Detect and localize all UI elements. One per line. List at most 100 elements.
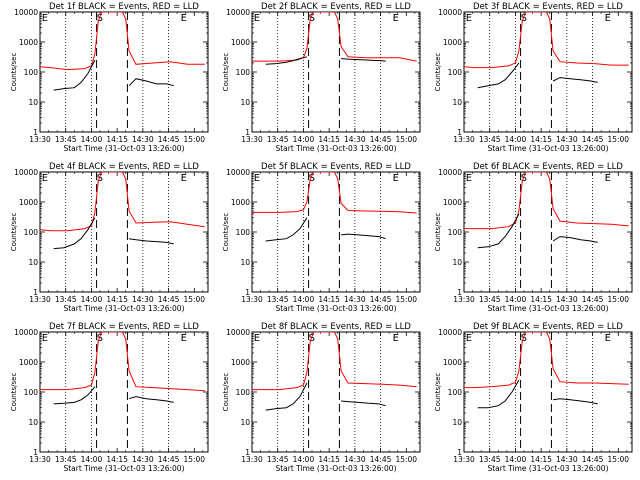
x-tick-label: 14:45	[158, 135, 180, 144]
x-tick-label: 14:00	[293, 135, 315, 144]
y-tick-label: 10	[240, 98, 250, 107]
y-tick-label: 10000	[14, 8, 38, 17]
x-tick-label: 14:15	[318, 455, 340, 464]
x-tick-label: 14:30	[344, 295, 366, 304]
y-tick-label: 1000	[231, 198, 250, 207]
y-tick-label: 1000	[19, 198, 38, 207]
y-tick-label: 100	[448, 68, 463, 77]
events-series-line	[265, 56, 308, 65]
x-tick-label: 14:45	[582, 295, 604, 304]
x-tick-label: 14:00	[505, 455, 527, 464]
events-series-line	[128, 396, 174, 403]
events-series-line	[341, 58, 386, 62]
lld-series-line	[40, 12, 205, 71]
y-axis-label: Counts/sec	[10, 373, 18, 412]
y-tick-label: 1000	[19, 358, 38, 367]
lld-series-line	[252, 172, 417, 214]
x-tick-label: 14:15	[106, 295, 128, 304]
x-tick-label: 13:30	[241, 135, 263, 144]
plot-frame	[251, 171, 421, 293]
lld-series-line	[252, 12, 417, 62]
y-tick-label: 1	[33, 448, 38, 457]
y-tick-label: 10000	[438, 168, 462, 177]
panel-title: Det 8f BLACK = Events, RED = LLD	[261, 322, 411, 332]
y-axis-label: Counts/sec	[434, 213, 442, 252]
y-tick-label: 10	[28, 418, 38, 427]
interval-marker-e: E	[466, 333, 472, 344]
x-tick-label: 14:00	[81, 455, 103, 464]
x-tick-label: 13:45	[479, 135, 501, 144]
y-tick-label: 10000	[14, 168, 38, 177]
panel-title: Det 5f BLACK = Events, RED = LLD	[261, 162, 411, 172]
y-tick-label: 1000	[19, 38, 38, 47]
x-tick-label: 15:00	[395, 135, 417, 144]
y-tick-label: 100	[236, 68, 251, 77]
y-tick-label: 10000	[226, 328, 250, 337]
x-tick-label: 13:30	[29, 295, 51, 304]
y-tick-label: 1	[457, 128, 462, 137]
x-tick-label: 14:15	[106, 455, 128, 464]
x-tick-label: 13:30	[29, 135, 51, 144]
x-tick-label: 13:45	[267, 295, 289, 304]
y-tick-label: 1000	[231, 38, 250, 47]
x-tick-label: 15:00	[607, 455, 629, 464]
plot-frame	[39, 11, 209, 133]
y-tick-label: 1000	[231, 358, 250, 367]
events-series-line	[53, 59, 96, 91]
y-axis-label: Counts/sec	[10, 213, 18, 252]
y-axis-label: Counts/sec	[434, 53, 442, 92]
x-tick-label: 14:45	[158, 455, 180, 464]
panel-5: Det 5f BLACK = Events, RED = LLD 1 10 100 10…	[222, 162, 421, 313]
y-tick-label: 10000	[226, 168, 250, 177]
x-axis-label: Start Time (31-Oct-03 13:26:00)	[275, 304, 396, 313]
x-tick-label: 14:15	[530, 135, 552, 144]
y-tick-label: 10	[240, 418, 250, 427]
x-tick-label: 14:45	[582, 135, 604, 144]
events-series-line	[129, 238, 174, 245]
panel-2: Det 2f BLACK = Events, RED = LLD 1 10 100 10…	[222, 2, 421, 153]
events-series-line	[53, 217, 96, 250]
plot-frame	[251, 11, 421, 133]
y-axis-label: Counts/sec	[10, 53, 18, 92]
plot-frame	[463, 11, 633, 133]
y-tick-label: 100	[236, 228, 251, 237]
interval-marker-e: E	[42, 173, 48, 184]
panel-9: Det 9f BLACK = Events, RED = LLD 1 10 100 10…	[434, 322, 633, 473]
y-axis-label: Counts/sec	[222, 373, 230, 412]
y-tick-label: 1000	[443, 38, 462, 47]
x-tick-label: 13:30	[241, 295, 263, 304]
x-tick-label: 15:00	[183, 135, 205, 144]
interval-marker-e: E	[254, 13, 260, 24]
y-tick-label: 1000	[443, 198, 462, 207]
x-tick-label: 13:30	[241, 455, 263, 464]
y-tick-label: 10	[28, 98, 38, 107]
panel-title: Det 2f BLACK = Events, RED = LLD	[261, 2, 411, 12]
x-axis-label: Start Time (31-Oct-03 13:26:00)	[63, 304, 184, 313]
y-tick-label: 10000	[14, 328, 38, 337]
events-series-line	[552, 236, 598, 243]
x-axis-label: Start Time (31-Oct-03 13:26:00)	[487, 144, 608, 153]
x-tick-label: 14:45	[158, 295, 180, 304]
x-tick-label: 15:00	[183, 295, 205, 304]
x-tick-label: 14:30	[556, 455, 578, 464]
lld-series-line	[40, 332, 205, 392]
y-tick-label: 100	[236, 388, 251, 397]
x-tick-label: 15:00	[395, 455, 417, 464]
events-series-line	[341, 400, 386, 407]
x-tick-label: 14:30	[344, 135, 366, 144]
y-tick-label: 1	[245, 288, 250, 297]
x-tick-label: 15:00	[607, 135, 629, 144]
y-tick-label: 10000	[438, 328, 462, 337]
x-tick-label: 14:30	[132, 295, 154, 304]
y-tick-label: 10	[240, 258, 250, 267]
lld-series-line	[464, 12, 629, 69]
interval-marker-e: E	[181, 13, 187, 24]
y-tick-label: 1000	[443, 358, 462, 367]
lld-series-line	[252, 332, 417, 391]
y-tick-label: 10	[452, 418, 462, 427]
x-tick-label: 14:30	[556, 295, 578, 304]
y-tick-label: 1	[457, 448, 462, 457]
panel-4: Det 4f BLACK = Events, RED = LLD 1 10 100 10…	[10, 162, 209, 313]
interval-marker-e: E	[466, 173, 472, 184]
